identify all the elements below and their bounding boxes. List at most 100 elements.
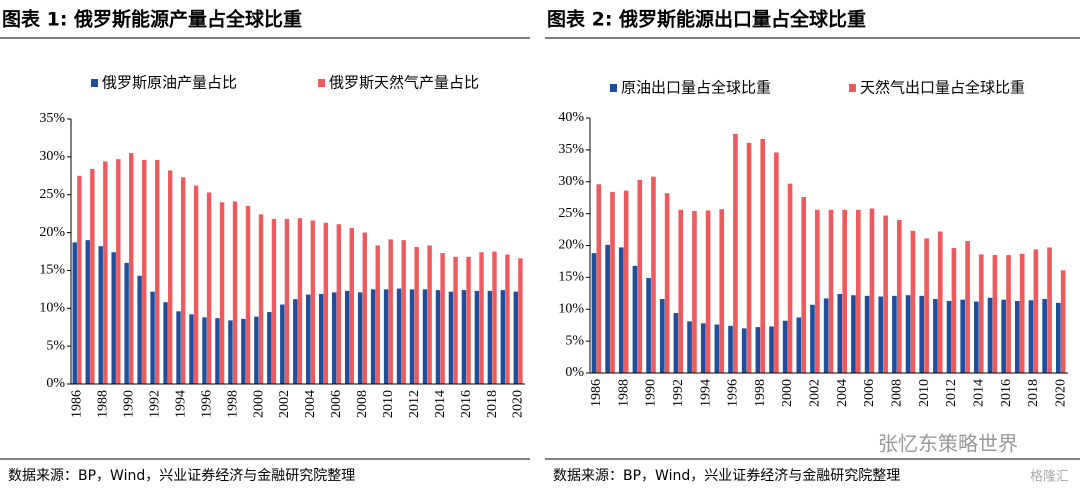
bar — [700, 323, 706, 373]
y-tick-label: 15% — [39, 263, 65, 278]
x-tick-label: 1986 — [589, 379, 604, 407]
bar — [692, 211, 697, 373]
bar — [479, 252, 484, 384]
bar — [137, 275, 142, 384]
bar — [992, 255, 998, 373]
bar — [219, 202, 225, 384]
bar — [150, 291, 155, 384]
bar — [774, 152, 779, 373]
y-tick-label: 40% — [558, 110, 584, 125]
bar — [937, 231, 943, 373]
bar — [500, 290, 506, 384]
y-tick-label: 25% — [39, 187, 65, 202]
bar — [651, 176, 656, 373]
bar — [202, 317, 207, 384]
y-tick-label: 20% — [39, 225, 65, 240]
bar — [414, 246, 419, 384]
bar — [965, 241, 970, 373]
bar — [396, 288, 402, 384]
x-tick-label: 2006 — [862, 379, 877, 407]
bar — [103, 161, 108, 384]
y-tick-label: 25% — [558, 206, 584, 221]
x-tick-label: 2008 — [890, 379, 905, 407]
bar — [610, 191, 615, 373]
bar — [1019, 253, 1025, 373]
legend-swatch — [610, 84, 617, 92]
bar — [448, 291, 454, 384]
y-tick-label: 35% — [39, 111, 65, 126]
bar — [978, 254, 984, 373]
legend-label: 俄罗斯原油产量占比 — [102, 74, 237, 92]
bar — [193, 185, 199, 384]
bar — [466, 256, 471, 384]
bar — [487, 290, 493, 384]
bar — [124, 262, 129, 384]
bar — [919, 295, 925, 373]
bar — [422, 289, 428, 384]
bar — [206, 192, 212, 384]
bar — [1055, 302, 1061, 373]
legend-swatch — [318, 79, 325, 87]
bar — [505, 254, 510, 384]
bar — [167, 170, 173, 384]
x-tick-label: 2014 — [433, 390, 448, 418]
logo: 格隆汇 — [1030, 469, 1069, 485]
bar — [864, 295, 870, 373]
x-tick-label: 1998 — [225, 390, 240, 418]
bar — [189, 314, 194, 384]
legend-label: 天然气出口量占全球比重 — [860, 79, 1025, 97]
bar — [837, 293, 843, 373]
bar — [319, 293, 324, 384]
bar — [409, 289, 415, 384]
bar — [987, 297, 993, 373]
bar — [801, 197, 807, 373]
bar — [383, 289, 389, 384]
x-tick-label: 1990 — [122, 390, 137, 418]
bar — [632, 265, 638, 373]
bar — [1028, 300, 1034, 373]
bar — [85, 240, 90, 384]
x-tick-label: 1994 — [698, 379, 713, 407]
bar — [518, 258, 523, 384]
bar — [267, 312, 272, 384]
bar — [155, 159, 160, 384]
x-tick-label: 2008 — [355, 390, 370, 418]
bar — [741, 328, 747, 373]
bar — [787, 183, 793, 373]
bar — [323, 222, 329, 384]
x-tick-label: 2014 — [971, 379, 986, 407]
chart-title: 图表 1: 俄罗斯能源产量占全球比重 — [2, 8, 302, 31]
bar — [878, 296, 884, 373]
x-tick-label: 1988 — [616, 379, 631, 407]
x-tick-label: 1994 — [173, 390, 188, 418]
bar — [815, 209, 820, 373]
x-tick-label: 1996 — [199, 390, 214, 418]
bar — [90, 168, 95, 384]
bar — [1001, 299, 1006, 373]
y-tick-label: 20% — [558, 238, 584, 253]
x-tick-label: 2010 — [381, 390, 396, 418]
bar — [782, 320, 788, 373]
y-tick-label: 10% — [39, 301, 65, 316]
bar — [72, 242, 77, 384]
bar — [180, 177, 186, 384]
bar — [728, 325, 733, 373]
bar — [851, 295, 856, 373]
bar — [646, 278, 651, 373]
bar — [427, 245, 432, 384]
x-tick-label: 2002 — [277, 390, 292, 418]
x-tick-label: 2004 — [835, 379, 850, 407]
bar — [245, 206, 251, 384]
y-tick-label: 30% — [39, 149, 65, 164]
x-tick-label: 2016 — [459, 390, 474, 418]
bar — [492, 251, 497, 384]
bar — [796, 317, 802, 373]
bar — [284, 218, 290, 384]
x-tick-label: 1992 — [671, 379, 686, 407]
bar — [228, 320, 233, 384]
chart-title: 图表 2: 俄罗斯能源出口量占全球比重 — [547, 8, 866, 31]
x-tick-label: 2004 — [303, 390, 318, 418]
bar — [746, 142, 752, 373]
x-tick-label: 2012 — [407, 390, 422, 418]
